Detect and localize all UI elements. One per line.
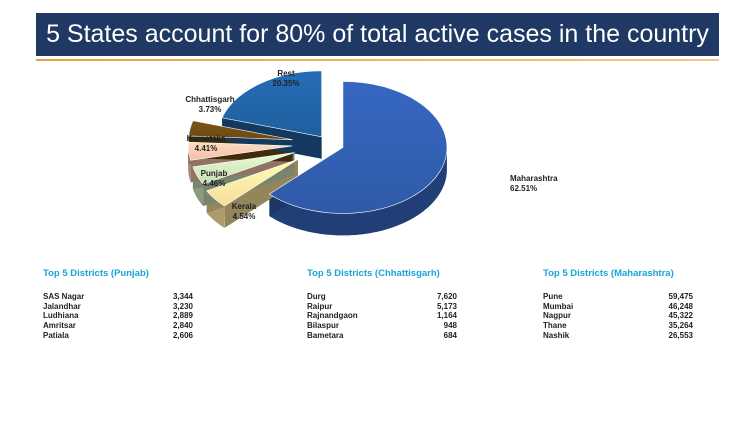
district-name: Rajnandgaon <box>307 311 358 321</box>
district-name: Thane <box>543 321 567 331</box>
district-value: 1,164 <box>436 311 457 321</box>
district-name: Bilaspur <box>307 321 340 331</box>
district-value: 948 <box>443 321 457 331</box>
district-name: Nagpur <box>543 311 571 321</box>
slice-label-kerala: Kerala <box>232 202 257 211</box>
slice-side-maharashtra <box>269 147 447 236</box>
district-value: 2,606 <box>172 330 193 340</box>
table-row: Jalandhar 3,230 <box>43 302 193 312</box>
district-name: Nashik <box>543 330 570 340</box>
pie-slice-kerala <box>206 159 299 207</box>
district-value: 45,322 <box>668 311 693 321</box>
district-value: 2,889 <box>172 311 193 321</box>
district-value: 59,475 <box>668 292 693 301</box>
slice-value-chhattisgarh: 3.73% <box>199 105 222 114</box>
district-table-title: Top 5 Districts (Chhattisgarh) <box>307 268 440 279</box>
district-name: Mumbai <box>543 301 574 311</box>
slice-value-rest: 20.35% <box>272 79 299 88</box>
district-name: Ludhiana <box>43 311 79 321</box>
district-name: Bametara <box>307 330 344 340</box>
table-row: Ludhiana 2,889 <box>43 311 193 321</box>
district-value: 3,230 <box>172 301 193 311</box>
table-row: Nagpur 45,322 <box>543 311 693 321</box>
table-row: Amritsar 2,840 <box>43 321 193 331</box>
table-row: Thane 35,264 <box>543 321 693 331</box>
pie-slice-maharashtra <box>268 81 448 214</box>
district-value: 26,553 <box>668 330 693 340</box>
district-name: SAS Nagar <box>43 292 85 301</box>
slice-value-karnataka: 4.41% <box>195 144 218 153</box>
district-name: Pune <box>543 292 563 301</box>
table-row: Pune 59,475 <box>543 292 693 302</box>
district-name: Jalandhar <box>43 301 81 311</box>
pie-slice-rest <box>221 70 322 138</box>
table-row: Mumbai 46,248 <box>543 302 693 312</box>
slice-value-punjab: 4.46% <box>203 179 226 188</box>
district-value: 684 <box>443 330 457 340</box>
district-table-chhattisgarh: Top 5 Districts (Chhattisgarh) Durg 7,620… <box>307 268 457 341</box>
district-name: Amritsar <box>43 321 76 331</box>
slice-label-maharashtra: Maharashtra <box>510 174 558 183</box>
district-table-punjab: Top 5 Districts (Punjab) SAS Nagar 3,344 … <box>43 268 193 341</box>
slice-label-chhattisgarh: Chhattisgarh <box>185 95 234 104</box>
district-value: 7,620 <box>436 292 457 301</box>
pie-slice-punjab <box>192 152 295 185</box>
district-table-title: Top 5 Districts (Punjab) <box>43 268 149 279</box>
district-name: Durg <box>307 292 326 301</box>
slice-label-punjab: Punjab <box>201 169 228 178</box>
pie-slice-chhattisgarh <box>188 120 293 141</box>
table-row: Patiala 2,606 <box>43 331 193 341</box>
district-value: 3,344 <box>172 292 193 301</box>
district-name: Patiala <box>43 330 69 340</box>
page-title: 5 States account for 80% of total active… <box>36 13 719 56</box>
pie-slice-karnataka <box>187 141 293 161</box>
table-row: Durg 7,620 <box>307 292 457 302</box>
title-underline <box>36 59 719 61</box>
slice-label-rest: Rest <box>277 69 295 78</box>
district-name: Raipur <box>307 301 333 311</box>
table-row: Rajnandgaon 1,164 <box>307 311 457 321</box>
table-row: Raipur 5,173 <box>307 302 457 312</box>
slice-label-karnataka: Karnataka <box>187 134 226 143</box>
table-row: Bilaspur 948 <box>307 321 457 331</box>
district-table-title: Top 5 Districts (Maharashtra) <box>543 268 674 279</box>
table-row: Bametara 684 <box>307 331 457 341</box>
district-table-maharashtra: Top 5 Districts (Maharashtra) Pune 59,475… <box>543 268 693 341</box>
table-row: SAS Nagar 3,344 <box>43 292 193 302</box>
district-value: 5,173 <box>436 301 457 311</box>
district-value: 35,264 <box>668 321 693 331</box>
table-row: Nashik 26,553 <box>543 331 693 341</box>
slice-value-kerala: 4.54% <box>233 212 256 221</box>
slice-value-maharashtra: 62.51% <box>510 184 537 193</box>
district-value: 46,248 <box>668 301 693 311</box>
district-value: 2,840 <box>172 321 193 331</box>
